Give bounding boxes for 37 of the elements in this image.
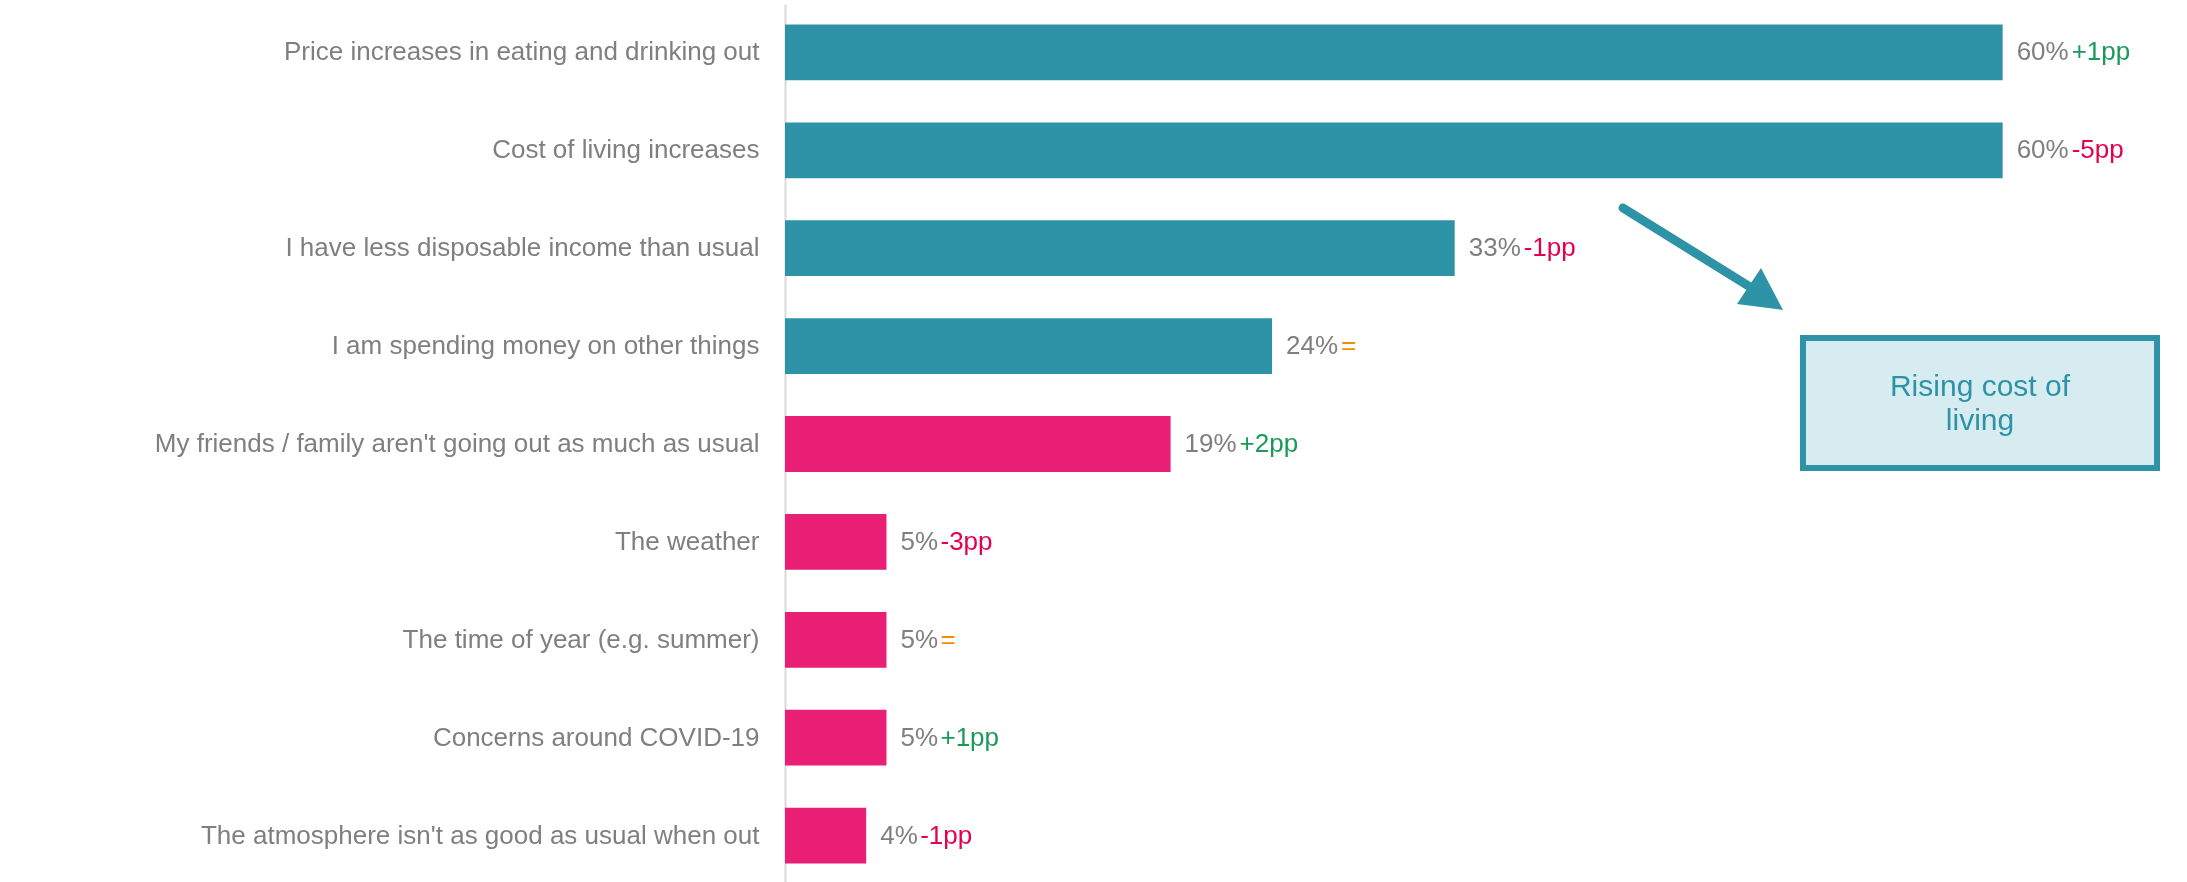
y-tick-label: My friends / family aren't going out as much as usual	[154, 428, 760, 458]
bar	[785, 416, 1171, 472]
data-label: 5%	[900, 623, 939, 654]
annotation: -3pp	[940, 525, 993, 556]
y-tick-label: I am spending money on other things	[331, 330, 760, 361]
data-label: 5%	[900, 721, 939, 752]
y-tick-label: The weather	[614, 525, 760, 556]
annotation: -1pp	[920, 819, 973, 850]
data-label: 5%	[900, 525, 939, 556]
bar	[785, 709, 887, 766]
bar	[785, 807, 867, 864]
data-label: 4%	[880, 819, 918, 850]
y-tick-label: Price increases in eating and drinking out	[283, 36, 761, 67]
y-tick-label: I have less disposable income than usual	[285, 232, 760, 263]
annotation: -5pp	[2071, 134, 2124, 165]
bar	[785, 513, 887, 570]
bar	[785, 24, 2003, 81]
annotation: +1pp	[2071, 36, 2131, 67]
y-tick-label: The time of year (e.g. summer)	[402, 623, 760, 654]
annotation: =	[1341, 330, 1357, 361]
data-label: 60%	[2016, 134, 2069, 165]
data-label: 33%	[1468, 232, 1521, 263]
data-label: 60%	[2016, 36, 2069, 67]
annotation: +2pp	[1239, 428, 1299, 458]
y-tick-label: Concerns around COVID-19	[432, 721, 760, 752]
bar	[785, 122, 2003, 179]
y-tick-label: Cost of living increases	[492, 134, 760, 165]
annotation: +1pp	[940, 721, 1000, 752]
y-tick-label: The atmosphere isn't as good as usual when out	[200, 819, 761, 850]
data-label: 24%	[1286, 330, 1339, 361]
callout-box: Rising cost of living	[1800, 335, 2160, 471]
bar	[785, 318, 1273, 375]
annotation: =	[940, 623, 956, 654]
bar	[785, 220, 1455, 277]
bar	[785, 611, 887, 668]
annotation: -1pp	[1523, 232, 1576, 263]
data-label: 19%	[1184, 428, 1237, 458]
